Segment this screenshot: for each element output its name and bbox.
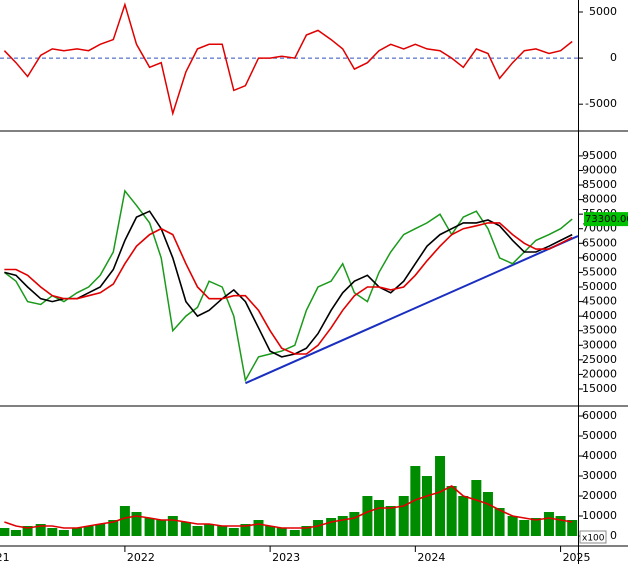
y-tick-label: 55000	[582, 265, 617, 278]
volume-bar	[519, 520, 530, 536]
y-tick-label: 60000	[582, 409, 617, 422]
plot-area	[0, 2, 578, 536]
volume-bar	[47, 528, 58, 536]
x-tick-label: 2025	[563, 551, 591, 564]
volume-bar	[385, 506, 396, 536]
volume-bar	[180, 522, 191, 536]
volume-bar	[337, 516, 348, 536]
volume-bar	[313, 520, 324, 536]
y-tick-label: 0	[610, 529, 617, 542]
volume-bar	[144, 518, 155, 536]
volume-bar	[83, 526, 94, 536]
volume-bar	[494, 508, 505, 536]
volume-bar	[192, 526, 203, 536]
x-tick-label: 2023	[272, 551, 300, 564]
unit-box	[579, 530, 607, 544]
series-line	[4, 210, 573, 358]
series-line	[4, 222, 573, 355]
volume-bar	[217, 526, 228, 536]
volume-bar	[421, 476, 432, 536]
x-tick-label: 2024	[417, 551, 445, 564]
y-tick-label: 80000	[582, 193, 617, 206]
volume-bar	[167, 516, 178, 536]
y-tick-label: 15000	[582, 382, 617, 395]
y-tick-label: 10000	[582, 509, 617, 522]
volume-bar	[446, 486, 457, 536]
volume-bar	[265, 526, 276, 536]
volume-bar	[228, 528, 239, 536]
volume-bar	[276, 528, 287, 536]
x-tick-label: 2022	[127, 551, 155, 564]
y-tick-label: -5000	[585, 97, 617, 110]
volume-bar	[326, 518, 337, 536]
y-tick-label: 50000	[582, 280, 617, 293]
trendline	[245, 235, 578, 385]
y-tick-label: 30000	[582, 338, 617, 351]
last-value-box	[584, 212, 628, 227]
volume-bar	[567, 520, 578, 536]
volume-bar	[530, 518, 541, 536]
series-line	[3, 2, 573, 117]
y-tick-label: 30000	[582, 469, 617, 482]
y-tick-label: 20000	[582, 489, 617, 502]
y-tick-label: 50000	[582, 429, 617, 442]
y-tick-label: 65000	[582, 236, 617, 249]
y-tick-label: 25000	[582, 353, 617, 366]
volume-bar	[0, 528, 10, 536]
y-tick-label: 45000	[582, 295, 617, 308]
y-tick-label: 35000	[582, 324, 617, 337]
y-tick-label: 40000	[582, 449, 617, 462]
y-tick-label: 20000	[582, 367, 617, 380]
volume-bar	[471, 480, 482, 536]
volume-bar	[71, 528, 82, 536]
volume-bar	[108, 520, 119, 536]
volume-bar	[482, 492, 493, 536]
y-tick-label: 85000	[582, 178, 617, 191]
volume-bar	[204, 524, 215, 536]
volume-bar	[543, 512, 554, 536]
volume-bar	[410, 466, 421, 536]
volume-bar	[301, 526, 312, 536]
volume-average-line	[4, 485, 573, 529]
volume-bar	[58, 530, 69, 536]
volume-bar	[119, 506, 130, 536]
volume-bar	[458, 496, 469, 536]
volume-bar	[374, 500, 385, 536]
volume-bar	[398, 496, 409, 536]
volume-bar	[10, 530, 21, 536]
y-tick-label: 0	[610, 51, 617, 64]
volume-bar	[507, 516, 518, 536]
volume-bar	[289, 530, 300, 536]
volume-bar	[95, 524, 106, 536]
volume-bar	[22, 526, 33, 536]
volume-bar	[131, 512, 142, 536]
series-line	[3, 189, 573, 383]
y-tick-label: 5000	[589, 5, 617, 18]
y-tick-label: 95000	[582, 149, 617, 162]
volume-bar	[349, 512, 360, 536]
y-tick-label: 40000	[582, 309, 617, 322]
volume-bar	[253, 520, 264, 536]
x-tick-label: 2021	[0, 551, 10, 564]
volume-bar	[35, 524, 46, 536]
volume-bar	[555, 516, 566, 536]
last-value-label: 73300.00	[585, 214, 628, 225]
volume-bar	[156, 520, 167, 536]
volume-bar	[240, 524, 251, 536]
y-tick-label: 90000	[582, 163, 617, 176]
volume-bar	[362, 496, 373, 536]
unit-label: x100	[582, 534, 605, 544]
y-tick-label: 60000	[582, 251, 617, 264]
volume-bar	[435, 456, 446, 536]
